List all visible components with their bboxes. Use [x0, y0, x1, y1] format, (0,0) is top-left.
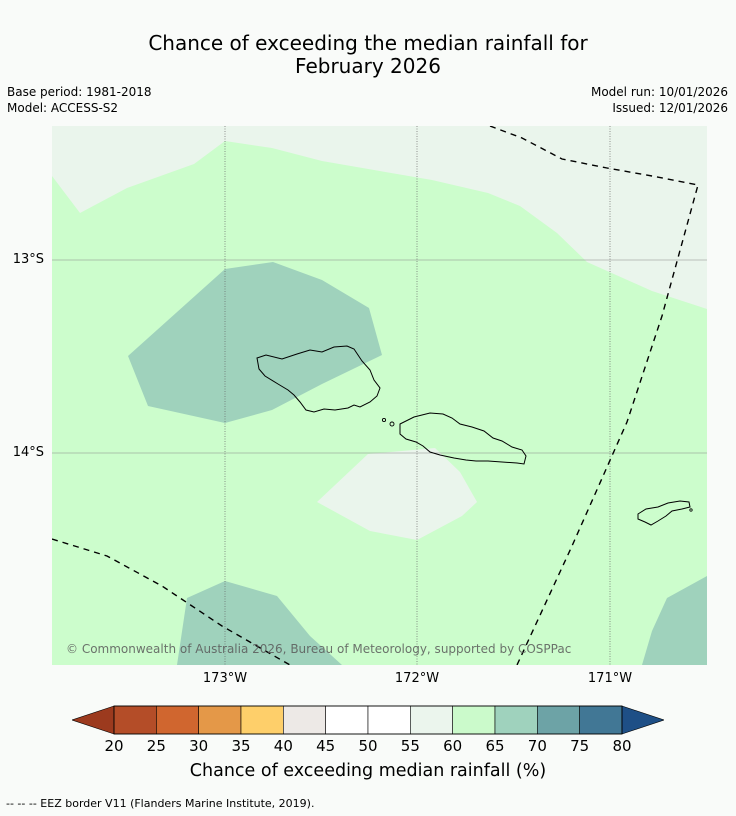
eez-border-southwest: [52, 538, 291, 665]
copyright-notice: © Commonwealth of Australia 2026, Bureau…: [66, 642, 571, 656]
colorbar-tick-label: 35: [231, 737, 251, 755]
colorbar-bin: [325, 705, 369, 735]
island-savaii: [256, 345, 381, 413]
model-run-date: Model run: 10/01/2026: [590, 85, 728, 99]
colorbar-bins: [113, 705, 623, 735]
issued-date: Issued: 12/01/2026: [612, 101, 728, 115]
graticule: [52, 126, 707, 665]
colorbar-bin: [452, 705, 496, 735]
eez-border-east: [489, 126, 699, 665]
colorbar-tick-label: 80: [612, 737, 632, 755]
colorbar: [72, 705, 664, 735]
island-tutuila: [637, 500, 691, 526]
contour-65-70-southeast: [642, 576, 707, 665]
model-name: Model: ACCESS-S2: [7, 101, 119, 115]
colorbar-bin: [367, 705, 411, 735]
island-aunuu: [689, 508, 693, 512]
lat-label-13s: 13°S: [12, 252, 44, 267]
colorbar-tick-label: 55: [400, 737, 420, 755]
colorbar-tick-label: 20: [104, 737, 124, 755]
lon-label-172w: 172°W: [394, 671, 440, 686]
colorbar-tick-label: 50: [358, 737, 378, 755]
colorbar-bin: [537, 705, 580, 735]
title-line-1: Chance of exceeding the median rainfall …: [148, 31, 588, 55]
lat-label-14s: 14°S: [12, 445, 44, 460]
island-manono: [389, 421, 395, 427]
colorbar-extend-below: [72, 705, 115, 735]
colorbar-tick-label: 75: [570, 737, 590, 755]
contour-65-70-southwest: [177, 581, 342, 665]
contour-55-60-south: [317, 448, 477, 540]
colorbar-bin: [198, 705, 242, 735]
island-apolima: [381, 417, 387, 423]
colorbar-bin: [283, 705, 326, 735]
contour-55-60-north: [52, 126, 707, 309]
colorbar-tick-label: 65: [485, 737, 505, 755]
colorbar-tick-label: 25: [146, 737, 166, 755]
colorbar-bin: [113, 705, 157, 735]
colorbar-tick-label: 45: [316, 737, 336, 755]
base-period: Base period: 1981-2018: [7, 85, 152, 99]
eez-border-note: -- -- -- EEZ border V11 (Flanders Marine…: [6, 797, 315, 810]
title-line-2: February 2026: [295, 54, 441, 78]
colorbar-tick-label: 30: [189, 737, 209, 755]
colorbar-frame: [113, 705, 623, 735]
colorbar-bin: [410, 705, 453, 735]
colorbar-bin: [240, 705, 284, 735]
colorbar-bin: [579, 705, 623, 735]
lon-label-171w: 171°W: [587, 671, 633, 686]
colorbar-tick-label: 40: [273, 737, 293, 755]
contour-65-70-west: [128, 262, 382, 423]
lon-label-173w: 173°W: [202, 671, 248, 686]
island-upolu: [399, 412, 527, 465]
colorbar-tick-label: 70: [527, 737, 547, 755]
colorbar-extend-above: [621, 705, 664, 735]
legend-title: Chance of exceeding median rainfall (%): [189, 761, 547, 781]
colorbar-bin: [494, 705, 538, 735]
rainfall-map: © Commonwealth of Australia 2026, Bureau…: [52, 126, 707, 665]
colorbar-bin: [156, 705, 199, 735]
colorbar-tick-label: 60: [443, 737, 463, 755]
